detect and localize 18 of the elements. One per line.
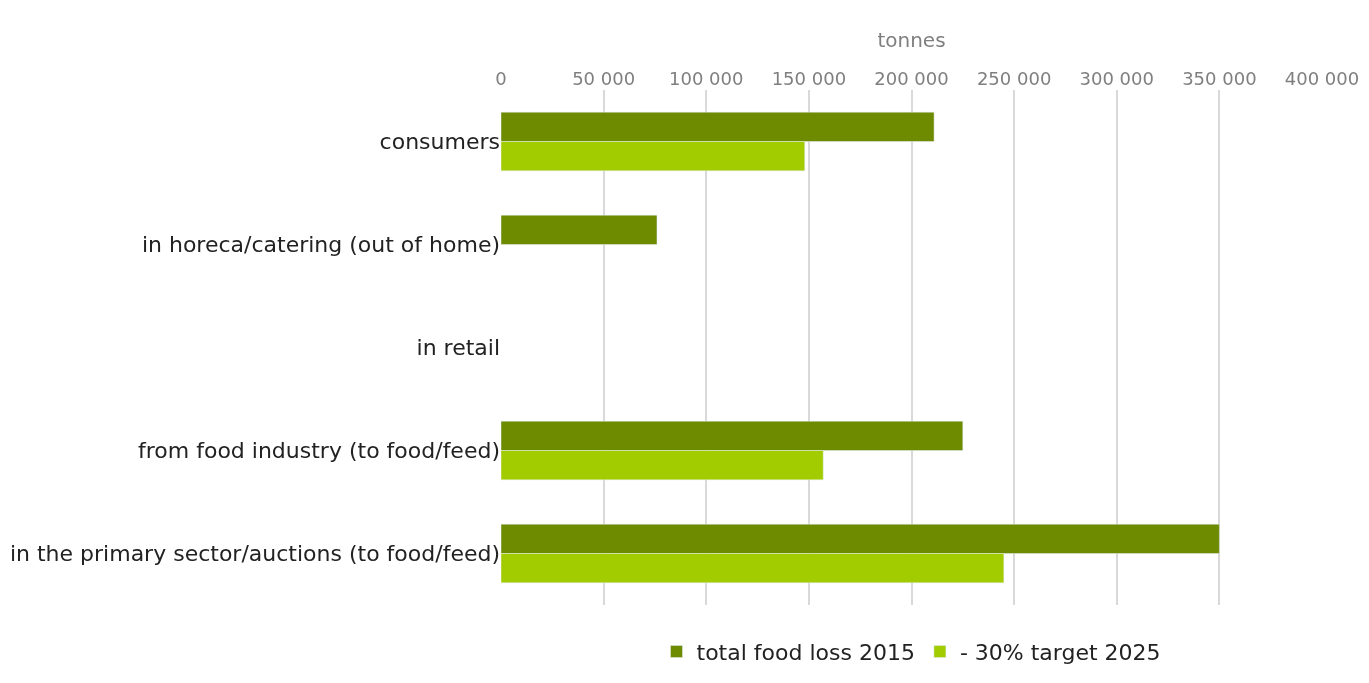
- x-tick-label: 200 000: [874, 68, 949, 90]
- legend-label: - 30% target 2025: [959, 640, 1161, 666]
- x-tick-label: 50 000: [572, 68, 636, 90]
- x-tick-label: 0: [495, 68, 507, 90]
- y-tick-label: in horeca/catering (out of home): [141, 232, 500, 258]
- y-tick-label: in retail: [416, 335, 500, 361]
- y-tick-label: consumers: [379, 129, 500, 155]
- x-tick-label: 100 000: [669, 68, 744, 90]
- x-tick-label: 150 000: [771, 68, 847, 90]
- x-tick-label: 250 000: [976, 68, 1052, 90]
- y-tick-label: from food industry (to food/feed): [138, 438, 500, 464]
- y-tick-label: in the primary sector/auctions (to food/feed): [9, 541, 500, 567]
- legend-label: total food loss 2015: [696, 640, 915, 666]
- x-tick-label: 400 000: [1284, 68, 1360, 90]
- bar: [501, 214, 658, 245]
- x-tick-label: 350 000: [1182, 68, 1257, 90]
- x-axis-title: tonnes: [877, 27, 946, 52]
- x-tick-label: 300 000: [1079, 68, 1154, 90]
